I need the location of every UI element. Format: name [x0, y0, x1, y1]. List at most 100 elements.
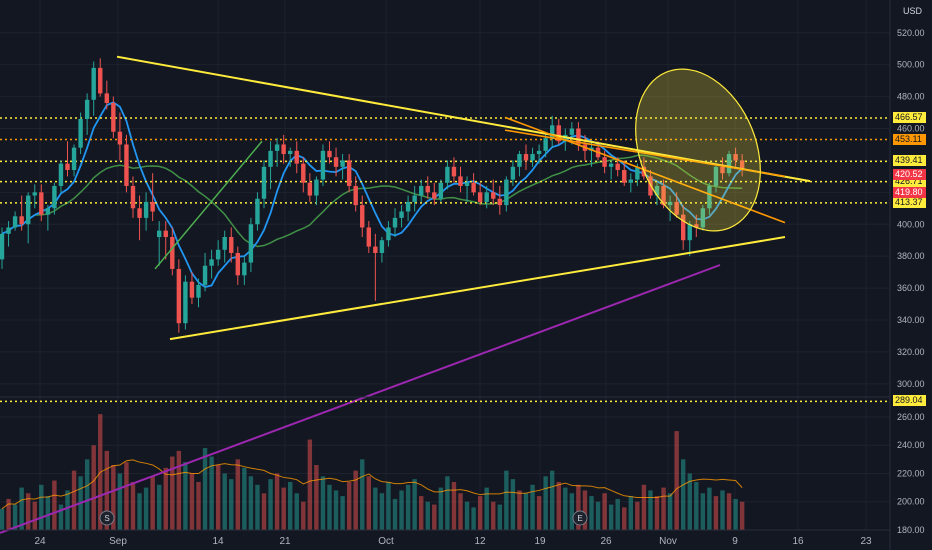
volume-bar [340, 496, 345, 530]
time-tick-label: 14 [212, 536, 224, 547]
candle-body [320, 150, 326, 180]
volume-bar [71, 470, 77, 530]
price-tick-label: 500.00 [897, 60, 925, 70]
price-tick-label: 360.00 [897, 283, 925, 293]
candle-body [12, 216, 18, 228]
time-tick-label: 12 [474, 536, 486, 547]
volume-bar [163, 467, 168, 530]
candle-body [84, 99, 90, 119]
volume-bar [137, 493, 142, 530]
candle-body [687, 224, 692, 241]
candles [0, 58, 745, 333]
candle-body [78, 118, 83, 148]
volume-tick-label: 200.00 [897, 497, 925, 507]
volume-bar [248, 476, 254, 530]
candle-body [307, 182, 313, 196]
candle-body [386, 227, 391, 241]
candle-body [71, 147, 77, 170]
candle-body [98, 67, 103, 94]
volume-bar [274, 473, 280, 530]
volume-bar [739, 501, 745, 530]
price-tick-label: 520.00 [897, 28, 925, 38]
price-level-tag: 289.04 [893, 395, 926, 407]
volume-bar [301, 501, 306, 530]
volume-bar [124, 462, 129, 530]
volume-bar [386, 481, 391, 530]
volume-bar [183, 462, 188, 530]
volume-bar [635, 501, 640, 530]
event-marker [572, 510, 588, 526]
time-tick-label: 26 [600, 536, 612, 547]
candle-body [432, 192, 437, 199]
volume-bar [39, 484, 44, 530]
candle-body [504, 179, 509, 206]
candle-body [117, 131, 123, 145]
volume-bar [32, 501, 37, 530]
volume-bar [379, 493, 385, 530]
volume-bar [0, 508, 5, 530]
volume-bar [150, 476, 155, 530]
trendlines [116, 55, 811, 341]
volume-bar [176, 450, 182, 530]
volume-tick-label: 260.00 [897, 412, 925, 422]
volume-bar [425, 501, 430, 530]
candle-body [52, 185, 57, 209]
candle-body [333, 157, 339, 167]
candle-body [130, 185, 136, 209]
volume-bar [6, 498, 11, 530]
candle-body [497, 198, 502, 206]
volume-bar [464, 501, 470, 530]
candle-body [471, 182, 476, 193]
volume-bar [405, 484, 411, 530]
candle-body [111, 102, 116, 132]
volume-bar [726, 493, 732, 530]
time-tick-label: Oct [378, 536, 394, 547]
candle-body [196, 284, 201, 298]
time-tick-label: Nov [659, 536, 677, 547]
volume-bar [242, 467, 247, 530]
volume-bar [215, 465, 221, 530]
candle-body [628, 179, 633, 183]
volume-bar [143, 487, 149, 530]
volume-bar [530, 484, 535, 530]
candle-body [523, 154, 529, 161]
volume-bar [661, 487, 666, 530]
volume-bar [720, 490, 725, 530]
volume-bar [641, 484, 647, 530]
candle-body [366, 227, 371, 247]
volume-bar [582, 490, 588, 530]
candle-body [288, 150, 293, 155]
volume-bar [700, 493, 706, 530]
volume-bar [687, 473, 692, 530]
volume-bar [432, 504, 437, 530]
volume-bar [288, 481, 293, 530]
candle-body [222, 237, 227, 250]
candle-body [229, 237, 234, 253]
time-tick-label: 24 [34, 536, 46, 547]
candle-body [510, 166, 516, 180]
candle-body [733, 154, 738, 161]
candle-body [157, 230, 162, 238]
volume-bar [170, 456, 175, 530]
volume-bar [628, 496, 633, 530]
price-level-tag: 466.57 [893, 112, 926, 124]
volume-bar [353, 470, 358, 530]
candle-body [346, 160, 352, 186]
event-marker-label: S [104, 514, 109, 523]
candle-body [202, 265, 208, 285]
candle-body [445, 166, 450, 183]
price-tick-label: 300.00 [897, 379, 925, 389]
candle-body [464, 182, 470, 186]
volume-bar [281, 487, 286, 530]
candle-body [392, 217, 398, 228]
candle-body [477, 192, 483, 202]
candle-body [104, 93, 109, 103]
volume-bar [209, 456, 214, 530]
candle-body [235, 252, 240, 276]
candle-body [451, 166, 457, 177]
volume-bar [412, 479, 417, 530]
volume-bar [366, 476, 371, 530]
volume-bar [556, 481, 561, 530]
